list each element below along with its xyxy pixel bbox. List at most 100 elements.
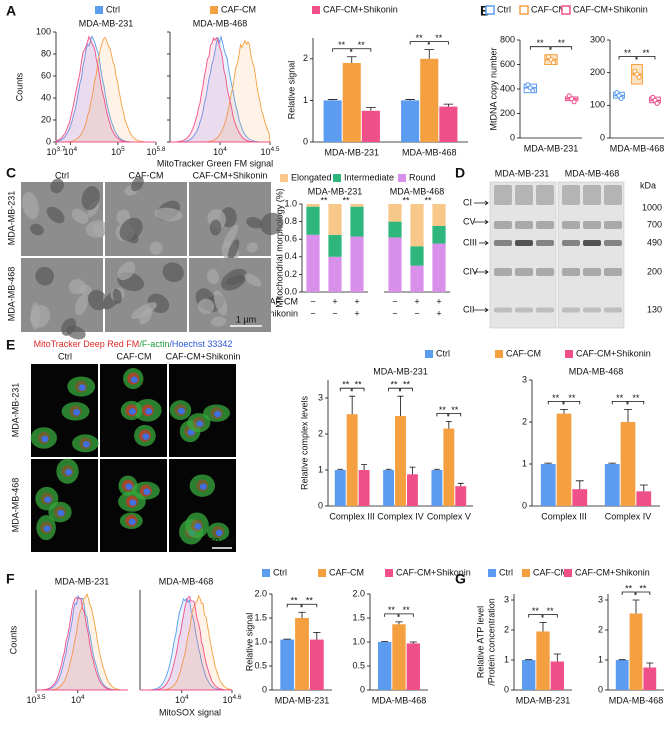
tick-exponent: 4 [223, 146, 227, 153]
bar [406, 474, 418, 506]
tem-texture [210, 316, 227, 327]
bar [395, 416, 406, 506]
significance-label: ** [358, 40, 366, 50]
bar [556, 413, 572, 506]
cell-nucleus [145, 408, 153, 415]
x-tick-label: Complex IV [605, 511, 652, 521]
legend-swatch [488, 569, 496, 577]
tem-texture [117, 261, 136, 281]
y-tick-label: 200 [590, 67, 605, 77]
bar [643, 667, 657, 690]
replicate-dot [550, 60, 556, 66]
y-tick-label: 0.5 [352, 660, 365, 670]
bar [346, 414, 358, 506]
column-label: Ctrl [58, 351, 72, 361]
tem-texture [149, 241, 163, 255]
cell-nucleus [78, 384, 86, 391]
tem-texture [75, 294, 89, 316]
cell-nucleus [143, 488, 151, 495]
tick-exponent: 4 [185, 694, 189, 701]
y-tick-label: 200 [500, 108, 515, 118]
error-bar [457, 482, 464, 487]
y-tick-label: 2.0 [352, 588, 365, 598]
legend-label: Ctrl [436, 348, 450, 358]
legend-swatch [333, 174, 341, 182]
bar [334, 470, 346, 506]
bar-segment [432, 226, 446, 244]
bar [615, 660, 629, 690]
legend-label: Ctrl [497, 4, 511, 14]
error-bar [608, 462, 617, 464]
tem-texture [131, 302, 157, 320]
significance-label: ** [338, 40, 346, 50]
cell-nucleus [65, 469, 73, 476]
y-tick-label: 1.0 [254, 636, 267, 646]
subplot-title: MDA-MB-468 [159, 576, 214, 586]
legend-label: CAF-CM+Shikonin [576, 348, 651, 358]
y-tick-label: 0 [303, 136, 308, 146]
y-axis-label: MtDNA copy number [488, 47, 498, 130]
tick-base: 10 [71, 695, 81, 705]
tem-texture [79, 284, 92, 296]
cell-nucleus [215, 529, 223, 537]
bar [309, 639, 324, 690]
cell-nucleus [130, 376, 138, 383]
tem-texture [162, 262, 184, 283]
significance-bracket [351, 48, 372, 52]
error-bar [445, 421, 452, 429]
blot-band [515, 307, 533, 313]
tem-texture [119, 217, 143, 242]
flow-histogram [36, 596, 128, 691]
cell-nucleus [125, 483, 133, 490]
scale-label: 50 μm [209, 536, 234, 546]
blot-band [604, 185, 622, 205]
error-bar [624, 409, 632, 422]
subplot-title: MDA-MB-468 [193, 18, 248, 28]
subplot-title: MDA-MB-231 [308, 186, 363, 196]
y-tick-label: 3 [522, 374, 527, 384]
legend-swatch [565, 350, 573, 358]
bar-segment [328, 204, 342, 235]
tem-texture [154, 207, 183, 222]
row-label: MDA-MB-468 [10, 478, 20, 533]
size-label: 200 [647, 266, 662, 276]
significance-label: ** [552, 393, 560, 403]
error-bar [553, 653, 561, 662]
scale-label: 1 μm [236, 314, 256, 324]
significance-bracket [400, 387, 413, 392]
error-bar [397, 395, 404, 416]
replicate-dot [654, 100, 660, 106]
y-tick-label: 2 [598, 624, 603, 634]
significance-label: ** [416, 33, 424, 43]
y-tick-label: 80 [41, 48, 51, 58]
bar-segment [410, 265, 424, 292]
significance-label: ** [639, 583, 647, 593]
panel-letter: D [455, 165, 465, 181]
blot-band [515, 185, 533, 205]
column-label: MDA-MB-468 [565, 168, 620, 178]
bar [431, 470, 443, 506]
significance-bracket [384, 613, 399, 617]
y-axis-label: Relative signal [244, 613, 254, 672]
x-tick-label: 104.5 [260, 146, 279, 158]
subplot-title: MDA-MB-468 [390, 186, 445, 196]
blot-band [536, 307, 554, 313]
complex-label: CI [463, 197, 472, 207]
arrow [479, 240, 489, 246]
tem-texture [35, 266, 55, 286]
tick-exponent: 4.5 [270, 146, 279, 153]
y-axis-label: Relative complex levels [299, 395, 309, 490]
x-tick-label: 105 [111, 146, 125, 158]
x-tick-label: 103.7 [46, 146, 65, 158]
blot-band [562, 185, 580, 205]
bar [636, 491, 652, 506]
bar-segment [432, 204, 446, 226]
legend-swatch [519, 5, 529, 15]
blot-band [494, 307, 512, 313]
complex-label: CIV [463, 266, 478, 276]
blot-lane-group [489, 181, 557, 329]
x-tick-label: MDA-MB-231 [516, 695, 571, 705]
significance-bracket [436, 413, 449, 417]
blot-band [583, 268, 601, 276]
bar [443, 428, 455, 506]
